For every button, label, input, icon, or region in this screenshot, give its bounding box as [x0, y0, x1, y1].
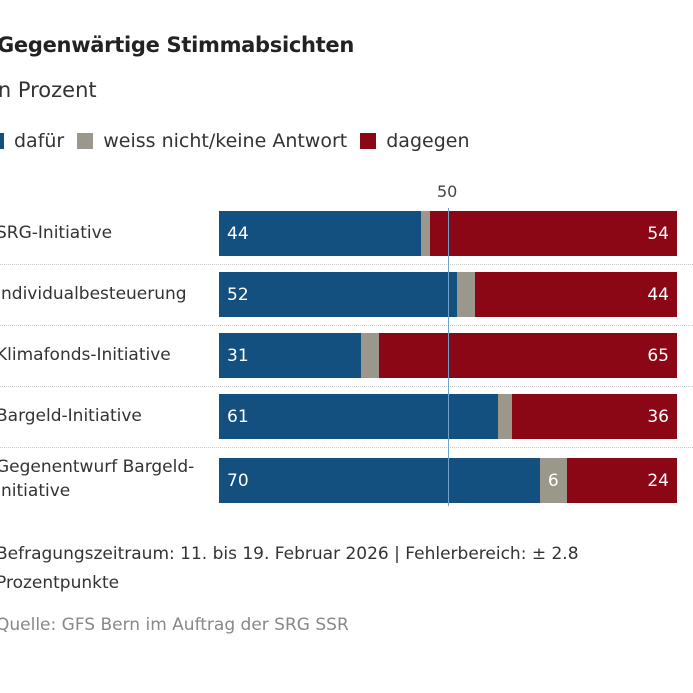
row-divider	[0, 447, 693, 448]
data-label: 61	[227, 406, 249, 427]
bar-segment-weiss-nicht: 6	[539, 458, 568, 503]
legend-label: dafür	[14, 130, 65, 152]
bar-segment-weiss-nicht	[498, 394, 513, 439]
data-label: 44	[647, 284, 669, 305]
data-label: 24	[647, 470, 669, 491]
bar-segment-dafuer: 70	[219, 458, 540, 503]
bar-segment-dagegen: 44	[475, 272, 677, 317]
data-label: 70	[227, 470, 249, 491]
bar-segment-dagegen: 65	[379, 333, 677, 378]
category-label: Gegenentwurf Bargeld-Initiative	[0, 457, 195, 501]
bar-segment-dafuer: 31	[219, 333, 361, 378]
bar-segment-dagegen: 54	[429, 211, 677, 256]
stacked-bar: 52 44	[219, 272, 677, 317]
data-label: 6	[547, 470, 559, 491]
chart-subtitle: in Prozent	[0, 78, 97, 102]
bar-segment-dagegen: 24	[567, 458, 677, 503]
stacked-bar: 70 6 24	[219, 458, 677, 503]
category-label: Individualbesteuerung	[0, 284, 187, 304]
chart-title: Gegenwärtige Stimmabsichten	[0, 33, 355, 57]
legend-label: weiss nicht/keine Antwort	[103, 130, 348, 152]
stacked-bar: 31 65	[219, 333, 677, 378]
bar-segment-weiss-nicht	[360, 333, 380, 378]
stacked-bar: 44 54	[219, 211, 677, 256]
category-label: Bargeld-Initiative	[0, 406, 142, 426]
source-note: Quelle: GFS Bern im Auftrag der SRG SSR	[0, 615, 349, 635]
data-label: 44	[227, 223, 249, 244]
bar-segment-weiss-nicht	[420, 211, 430, 256]
legend-item: dagegen	[360, 130, 470, 152]
bar-segment-dagegen: 36	[512, 394, 677, 439]
bar-segment-dafuer: 44	[219, 211, 421, 256]
legend: dafür weiss nicht/keine Antwort dagegen	[0, 130, 483, 152]
category-label: Klimafonds-Initiative	[0, 345, 171, 365]
data-label: 31	[227, 345, 249, 366]
data-label: 52	[227, 284, 249, 305]
legend-label: dagegen	[386, 130, 470, 152]
legend-swatch	[0, 133, 4, 149]
row-divider	[0, 325, 693, 326]
legend-item: dafür	[0, 130, 64, 152]
row-divider	[0, 264, 693, 265]
legend-swatch	[360, 133, 377, 149]
data-label: 36	[647, 406, 669, 427]
bar-segment-weiss-nicht	[457, 272, 476, 317]
bar-segment-dafuer: 61	[219, 394, 499, 439]
row-divider	[0, 386, 693, 387]
stacked-bar: 61 36	[219, 394, 677, 439]
legend-item: weiss nicht/keine Antwort	[77, 130, 347, 152]
survey-note: Befragungszeitraum: 11. bis 19. Februar …	[0, 544, 579, 593]
legend-swatch	[77, 133, 94, 149]
reference-label: 50	[437, 182, 458, 201]
category-label: SRG-Initiative	[0, 223, 113, 243]
reference-line-50	[448, 208, 449, 506]
data-label: 54	[647, 223, 669, 244]
data-label: 65	[647, 345, 669, 366]
bar-segment-dafuer: 52	[219, 272, 458, 317]
